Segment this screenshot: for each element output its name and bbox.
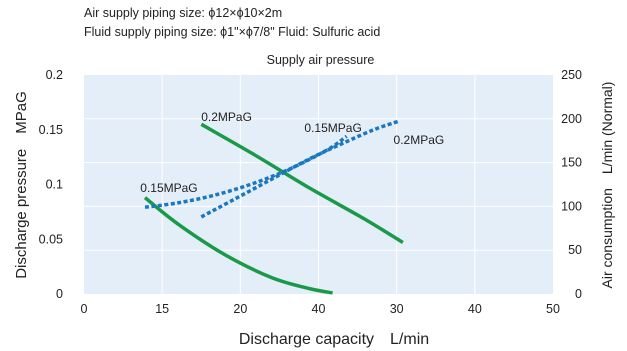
discharge-pressure-line-1 [200,122,404,244]
y-axis-label: Discharge pressure MPaG [13,91,30,279]
air-consumption-line-2 [144,134,348,210]
y2-tick-label: 250 [561,68,582,82]
y-tick-label: 0.2 [46,68,63,82]
y-tick-label: 0.15 [39,123,63,137]
y2-tick-label: 200 [561,112,582,126]
x-tick-label: 40 [468,302,482,316]
discharge-pressure-line-0 [143,196,333,295]
y2-tick-label: 100 [561,199,582,213]
y-tick-label: 0.05 [39,232,63,246]
chart-title: Supply air pressure [267,53,375,67]
air-supply-note: Air supply piping size: ϕ12×ϕ10×2m [84,6,283,20]
y2-tick-label: 50 [568,243,582,257]
y-tick-label: 0.1 [46,178,63,192]
curve-label: 0.15MPaG [304,121,361,135]
y-tick-label: 0 [56,287,63,301]
x-tick-label: 15 [155,302,169,316]
x-tick-label: 20 [233,302,247,316]
y2-tick-label: 150 [561,156,582,170]
fluid-supply-note: Fluid supply piping size: ϕ1"×ϕ7/8" Flui… [84,25,381,39]
x-axis-label: Discharge capacity L/min [239,331,429,348]
curve-label: 0.15MPaG [140,181,197,195]
x-tick-label: 50 [546,302,560,316]
x-tick-label: 30 [390,302,404,316]
y2-axis-label: Air consumption L/min (Normal) [599,82,615,289]
x-tick-label: 0 [81,302,88,316]
x-tick-label: 40 [312,302,326,316]
curve-label: 0.2MPaG [394,133,445,147]
curve-label: 0.2MPaG [201,110,252,124]
y2-tick-label: 0 [575,287,582,301]
